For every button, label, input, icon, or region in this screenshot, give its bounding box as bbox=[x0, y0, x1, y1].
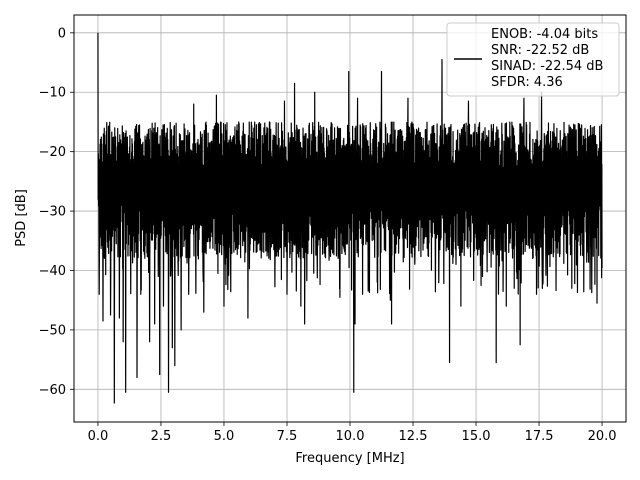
y-tick-label: −30 bbox=[39, 205, 66, 220]
x-tick-label: 20.0 bbox=[588, 429, 617, 444]
y-tick-label: 0 bbox=[58, 26, 66, 41]
legend-enob: ENOB: -4.04 bits bbox=[491, 27, 598, 42]
x-tick-label: 7.5 bbox=[277, 429, 298, 444]
x-tick-label: 2.5 bbox=[151, 429, 172, 444]
legend-box bbox=[446, 22, 620, 97]
y-tick-label: −40 bbox=[39, 264, 66, 279]
y-tick-label: −60 bbox=[39, 383, 66, 398]
legend-snr: SNR: -22.52 dB bbox=[491, 43, 589, 58]
x-axis-ticks: 0.0 2.5 5.0 7.5 10.0 12.5 15.0 17.5 20.0 bbox=[88, 422, 617, 444]
x-tick-label: 17.5 bbox=[525, 429, 554, 444]
x-axis-label: Frequency [MHz] bbox=[295, 451, 404, 466]
x-tick-label: 0.0 bbox=[88, 429, 109, 444]
x-tick-label: 5.0 bbox=[214, 429, 235, 444]
legend-sinad: SINAD: -22.54 dB bbox=[491, 59, 603, 74]
plot-area bbox=[97, 32, 603, 404]
y-axis-ticks: 0 −10 −20 −30 −40 −50 −60 bbox=[39, 26, 74, 398]
y-axis-label: PSD [dB] bbox=[14, 189, 29, 247]
y-tick-label: −50 bbox=[39, 323, 66, 338]
y-tick-label: −10 bbox=[39, 86, 66, 101]
psd-series-line bbox=[97, 32, 603, 404]
x-tick-label: 10.0 bbox=[336, 429, 365, 444]
x-tick-label: 12.5 bbox=[399, 429, 428, 444]
x-tick-label: 15.0 bbox=[462, 429, 491, 444]
y-tick-label: −20 bbox=[39, 145, 66, 160]
legend: ENOB: -4.04 bits SNR: -22.52 dB SINAD: -… bbox=[446, 22, 620, 97]
legend-sfdr: SFDR: 4.36 bbox=[491, 75, 563, 90]
